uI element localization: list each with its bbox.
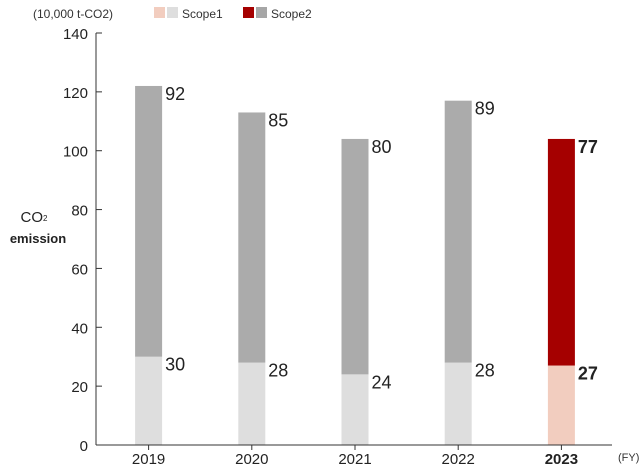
bar-scope2-2023 <box>547 138 575 366</box>
bar-scope1-2023 <box>547 365 575 445</box>
x-unit-label: (FY) <box>618 452 639 464</box>
ylabel-sub: 2 <box>43 214 48 223</box>
y-tick-label: 120 <box>63 85 88 102</box>
bar-scope1-2022 <box>444 362 472 445</box>
data-label-scope1-2019: 30 <box>165 355 185 375</box>
ylabel-line2: emission <box>10 231 66 246</box>
data-label-scope2-2019: 92 <box>165 84 185 104</box>
bar-scope1-2020 <box>238 362 266 445</box>
data-label-scope1-2023: 27 <box>578 364 598 384</box>
x-tick-label-2019: 2019 <box>132 451 165 468</box>
y-tick-label: 100 <box>63 144 88 161</box>
y-tick-label: 140 <box>63 26 88 43</box>
x-tick-label-2022: 2022 <box>442 451 475 468</box>
y-tick-label: 80 <box>71 203 88 220</box>
y-tick-label: 40 <box>71 320 88 337</box>
x-tick-label-2020: 2020 <box>235 451 268 468</box>
bar-scope2-2022 <box>444 100 472 363</box>
y-tick-label: 0 <box>80 438 88 455</box>
bar-scope1-2021 <box>341 374 369 445</box>
legend-swatch-scope2-current <box>243 7 254 18</box>
x-axis: 2019 2020 2021 2022 2023 <box>96 444 612 468</box>
y-axis: 0 20 40 60 80 100 120 140 <box>63 26 102 455</box>
data-label-scope2-2021: 80 <box>372 137 392 157</box>
x-tick-label-2021: 2021 <box>338 451 371 468</box>
bar-scope2-2019 <box>135 85 163 357</box>
data-label-scope1-2022: 28 <box>475 361 495 381</box>
y-tick-label: 60 <box>71 261 88 278</box>
legend-swatch-scope1-current <box>154 7 165 18</box>
data-label-scope1-2020: 28 <box>268 361 288 381</box>
unit-label: (10,000 t-CO2) <box>33 7 113 21</box>
bars: 30 92 28 85 24 80 28 89 27 77 <box>135 84 598 445</box>
legend: (10,000 t-CO2) Scope1 Scope2 <box>33 7 312 21</box>
bar-scope1-2019 <box>135 356 163 445</box>
x-tick-label-2023: 2023 <box>545 451 578 468</box>
y-axis-label: CO2 emission <box>10 209 66 246</box>
bar-scope2-2021 <box>341 138 369 375</box>
data-label-scope1-2021: 24 <box>372 372 392 392</box>
bar-scope2-2020 <box>238 112 266 363</box>
ylabel-main: CO <box>21 209 44 226</box>
legend-label-scope1: Scope1 <box>182 7 223 21</box>
y-tick-label: 20 <box>71 379 88 396</box>
legend-swatch-scope2-past <box>256 7 267 18</box>
svg-text:CO2: CO2 <box>21 209 49 226</box>
data-label-scope2-2023: 77 <box>578 137 598 157</box>
data-label-scope2-2022: 89 <box>475 99 495 119</box>
legend-swatch-scope1-past <box>167 7 178 18</box>
data-label-scope2-2020: 85 <box>268 110 288 130</box>
legend-label-scope2: Scope2 <box>271 7 312 21</box>
